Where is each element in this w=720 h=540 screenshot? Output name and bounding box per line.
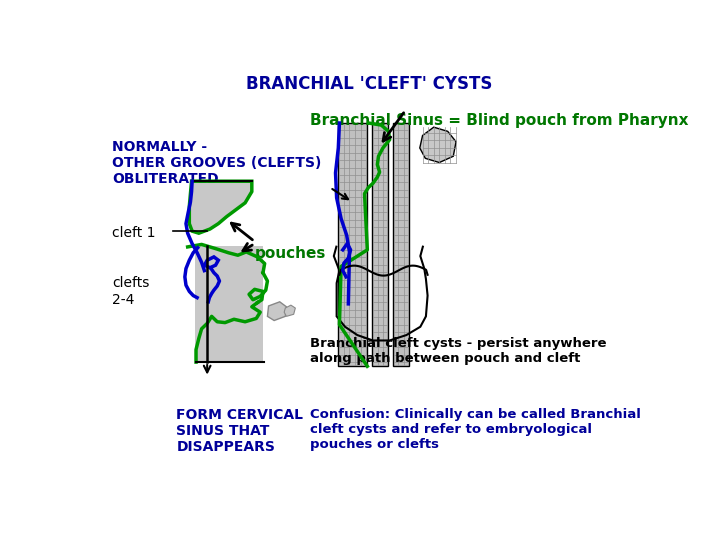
PathPatch shape — [284, 305, 295, 316]
Text: Confusion: Clinically can be called Branchial
cleft cysts and refer to embryolog: Confusion: Clinically can be called Bran… — [310, 408, 642, 451]
PathPatch shape — [188, 246, 263, 362]
Text: pouches: pouches — [255, 246, 326, 261]
Text: BRANCHIAL 'CLEFT' CYSTS: BRANCHIAL 'CLEFT' CYSTS — [246, 75, 492, 92]
Text: NORMALLY -
OTHER GROOVES (CLEFTS)
OBLITERATED: NORMALLY - OTHER GROOVES (CLEFTS) OBLITE… — [112, 140, 322, 186]
Text: FORM CERVICAL
SINUS THAT
DISAPPEARS: FORM CERVICAL SINUS THAT DISAPPEARS — [176, 408, 304, 454]
Bar — [392, 123, 409, 366]
Text: Branchial cleft cysts - persist anywhere
along path between pouch and cleft: Branchial cleft cysts - persist anywhere… — [310, 337, 607, 365]
Bar — [195, 246, 263, 362]
Text: cleft 1: cleft 1 — [112, 226, 156, 240]
Bar — [372, 123, 388, 366]
PathPatch shape — [190, 181, 252, 233]
Text: clefts
2-4: clefts 2-4 — [112, 276, 150, 307]
Bar — [338, 123, 367, 366]
PathPatch shape — [420, 127, 456, 163]
Text: Branchial Sinus = Blind pouch from Pharynx: Branchial Sinus = Blind pouch from Phary… — [310, 113, 689, 129]
PathPatch shape — [267, 302, 287, 321]
